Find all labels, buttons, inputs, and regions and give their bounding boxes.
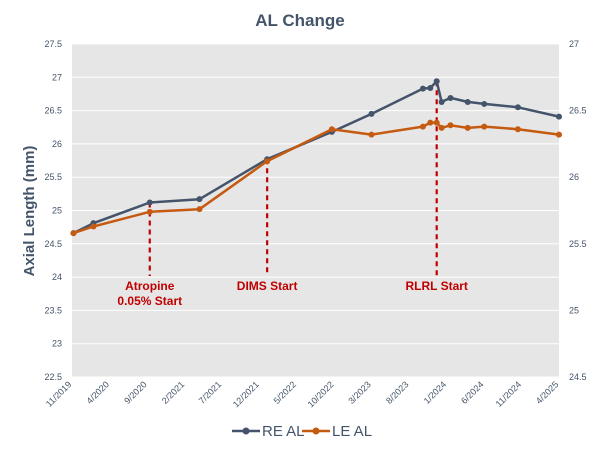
data-point-le: [264, 158, 271, 165]
y2-tick-label: 25.5: [569, 239, 587, 249]
data-point-le: [196, 206, 203, 213]
legend-label: LE AL: [332, 423, 372, 440]
x-tick-label: 4/2020: [85, 379, 112, 406]
data-point-le: [514, 126, 521, 133]
data-point-le: [464, 124, 471, 131]
data-point-le: [368, 131, 375, 138]
x-tick-label: 11/2024: [494, 379, 524, 409]
x-tick-label: 2/2021: [160, 379, 187, 406]
data-point-le: [433, 119, 440, 126]
data-point-le: [146, 208, 153, 215]
data-point-le: [419, 123, 426, 130]
y2-tick-label: 25: [569, 305, 579, 315]
x-tick-label: 7/2021: [197, 379, 224, 406]
data-point-le: [481, 123, 488, 130]
data-point-re: [146, 199, 153, 206]
x-tick-label: 4/2025: [534, 379, 561, 406]
chart-title: AL Change: [255, 11, 344, 30]
annotation-label: Atropine: [125, 279, 175, 293]
series: [70, 78, 562, 237]
annotation-label: 0.05% Start: [117, 294, 182, 308]
x-tick-label: 5/2022: [272, 379, 299, 406]
data-point-re: [368, 110, 375, 117]
y-tick-label: 24.5: [44, 239, 62, 249]
y-axis-title: Axial Length (mm): [21, 146, 38, 277]
data-point-le: [70, 230, 77, 237]
x-tick-label: 1/2024: [422, 379, 449, 406]
y-tick-label: 23.5: [44, 305, 62, 315]
data-point-re: [433, 78, 440, 85]
legend: RE AL LE AL: [232, 423, 372, 440]
y-tick-label: 22.5: [44, 372, 62, 382]
y-tick-label: 23: [52, 339, 62, 349]
data-point-re: [419, 85, 426, 92]
x-tick-label: 8/2023: [384, 379, 411, 406]
y2-tick-label: 26.5: [569, 106, 587, 116]
y-tick-label: 27: [52, 72, 62, 82]
data-point-re: [556, 113, 562, 120]
x-tick-label: 11/2019: [44, 379, 74, 409]
gridlines: [72, 43, 559, 378]
y-tick-label: 26.5: [44, 106, 62, 116]
x-tick-label: 10/2022: [306, 379, 336, 409]
legend-marker: [242, 427, 250, 435]
data-point-le: [328, 126, 335, 133]
y2-tick-label: 27: [569, 39, 579, 49]
data-point-re: [438, 98, 445, 105]
y2-tick-label: 26: [569, 172, 579, 182]
y-tick-label: 26: [52, 139, 62, 149]
data-point-re: [447, 94, 454, 101]
x-tick-label: 12/2021: [231, 379, 261, 409]
series-line-re: [72, 80, 560, 235]
y2-tick-label: 24.5: [569, 372, 587, 382]
data-point-re: [464, 98, 471, 105]
data-point-le: [447, 122, 454, 129]
data-point-re: [481, 100, 488, 107]
data-point-le: [427, 119, 434, 126]
data-point-le: [438, 124, 445, 131]
series-line-le: [73, 121, 560, 235]
legend-label: RE AL: [262, 423, 305, 440]
x-tick-label: 9/2020: [122, 379, 149, 406]
data-point-le: [556, 131, 562, 138]
data-point-re: [514, 104, 521, 111]
y-tick-label: 25: [52, 206, 62, 216]
x-tick-label: 6/2024: [459, 379, 486, 406]
data-point-le: [90, 223, 97, 230]
y-tick-label: 27.5: [44, 39, 62, 49]
y-tick-label: 25.5: [44, 172, 62, 182]
data-point-re: [196, 196, 203, 203]
annotation-label: DIMS Start: [237, 279, 298, 293]
annotation-label: RLRL Start: [405, 279, 467, 293]
legend-marker: [312, 427, 320, 435]
data-point-re: [427, 84, 434, 91]
x-tick-label: 3/2023: [346, 379, 373, 406]
y-tick-label: 24: [52, 272, 62, 282]
